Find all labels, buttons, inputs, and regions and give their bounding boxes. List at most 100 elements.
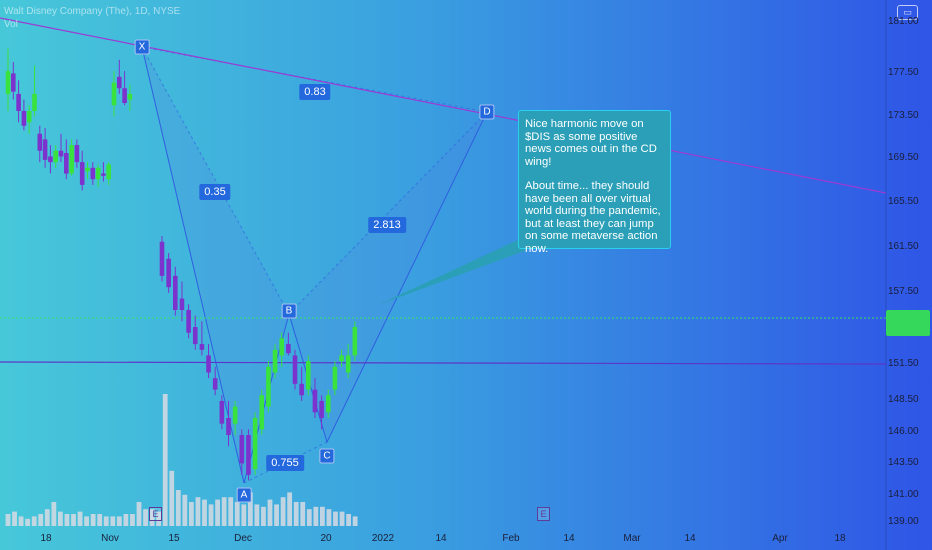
price-axis-label: 161.50 <box>888 241 919 252</box>
candle-body <box>32 93 37 111</box>
candle-body <box>117 76 122 89</box>
volume-bar <box>234 502 240 526</box>
volume-bar <box>77 511 83 526</box>
volume-bar <box>175 490 181 526</box>
volume-bar <box>254 504 260 526</box>
candle-body <box>325 395 331 413</box>
note-pointer <box>378 238 527 305</box>
candle-body <box>319 400 324 418</box>
time-axis-label: 14 <box>435 533 447 544</box>
price-axis-label: 148.50 <box>888 394 919 405</box>
volume-bar <box>339 511 345 526</box>
candle-body <box>199 344 205 350</box>
candle-body <box>232 406 238 424</box>
price-axis-label: 177.50 <box>888 67 919 78</box>
time-axis-label: 14 <box>684 533 696 544</box>
candle-body <box>42 139 48 160</box>
horizontal-line[interactable] <box>0 361 887 365</box>
candle-body <box>266 366 271 407</box>
pattern-point-a[interactable]: A <box>236 487 252 503</box>
ratio-xd: 0.83 <box>299 84 331 100</box>
time-axis-label: 15 <box>168 533 180 544</box>
volume-bar <box>313 506 319 526</box>
time-axis-label: 20 <box>320 533 332 544</box>
volume-bar <box>261 506 266 526</box>
volume-bar <box>346 514 351 526</box>
current-price-tag <box>886 310 930 336</box>
volume-bar <box>18 516 24 526</box>
volume-label: Vol <box>4 19 18 30</box>
volume-bar <box>202 499 207 526</box>
candle-body <box>48 156 53 163</box>
candle-body <box>53 150 58 163</box>
candle-body <box>69 145 74 174</box>
price-axis-label: 151.50 <box>888 358 919 369</box>
candle-body <box>186 309 191 333</box>
earnings-event-badge[interactable]: E <box>537 507 550 521</box>
candle-body <box>206 355 211 373</box>
pattern-point-c[interactable]: C <box>319 448 335 464</box>
pattern-point-b[interactable]: B <box>281 303 297 319</box>
ratio-xb: 0.35 <box>199 184 231 200</box>
price-axis-label: 165.50 <box>888 196 919 207</box>
volume-bar <box>247 492 253 526</box>
candle-body <box>212 378 218 390</box>
volume-bar <box>103 516 109 526</box>
volume-bar <box>333 511 338 526</box>
pattern-point-d[interactable]: D <box>479 104 495 120</box>
candle-body <box>173 275 178 310</box>
candle-body <box>179 298 185 310</box>
candle-body <box>101 173 106 176</box>
candle-body <box>292 355 298 384</box>
price-axis-label: 173.50 <box>888 110 919 121</box>
candle-body <box>352 327 358 356</box>
note-paragraph-1: Nice harmonic move on $DIS as some posit… <box>525 118 657 168</box>
candle-body <box>58 150 64 157</box>
volume-bar <box>306 509 312 526</box>
volume-bar <box>136 502 142 526</box>
candle-body <box>64 153 69 174</box>
harmonic-pattern-fill <box>142 47 487 483</box>
ratio-ac: 0.755 <box>266 455 304 471</box>
note-paragraph-2: About time... they should have been all … <box>525 180 661 255</box>
volume-bar <box>320 506 325 526</box>
camera-icon[interactable]: ▭ <box>897 5 918 20</box>
volume-bar <box>44 509 50 526</box>
price-axis-label: 157.50 <box>888 286 919 297</box>
candle-body <box>16 93 21 111</box>
volume-bar <box>208 504 214 526</box>
candle-body <box>339 355 344 362</box>
volume-bar <box>169 470 175 526</box>
price-axis-label: 141.00 <box>888 489 919 500</box>
candle-body <box>111 82 117 106</box>
candle-body <box>37 133 43 151</box>
volume-bar <box>149 509 155 526</box>
volume-bar <box>116 516 122 526</box>
candle-body <box>246 435 251 475</box>
candle-body <box>219 400 225 424</box>
candle-body <box>166 258 171 288</box>
candle-body <box>312 389 318 413</box>
price-axis-label: 143.50 <box>888 457 919 468</box>
time-axis-label: Mar <box>623 533 641 544</box>
earnings-event-badge[interactable]: E <box>149 507 162 521</box>
volume-bar <box>195 497 201 526</box>
candle-body <box>345 355 351 373</box>
time-axis-label: Nov <box>101 533 119 544</box>
volume-bar <box>221 497 227 526</box>
volume-bar <box>215 499 220 526</box>
pattern-point-x[interactable]: X <box>134 39 150 55</box>
time-axis-label: 2022 <box>371 533 395 544</box>
symbol-title: Walt Disney Company (The), 1D, NYSE <box>4 6 181 17</box>
candle-body <box>192 327 198 345</box>
volume-bar <box>241 504 247 526</box>
time-axis-label: 18 <box>40 533 52 544</box>
candle-body <box>279 338 284 356</box>
time-axis-label: Apr <box>772 533 788 544</box>
ratio-bd: 2.813 <box>368 217 406 233</box>
callout-note[interactable]: Nice harmonic move on $DIS as some posit… <box>518 110 671 255</box>
candle-body <box>286 344 291 354</box>
volume-bar <box>326 509 332 526</box>
